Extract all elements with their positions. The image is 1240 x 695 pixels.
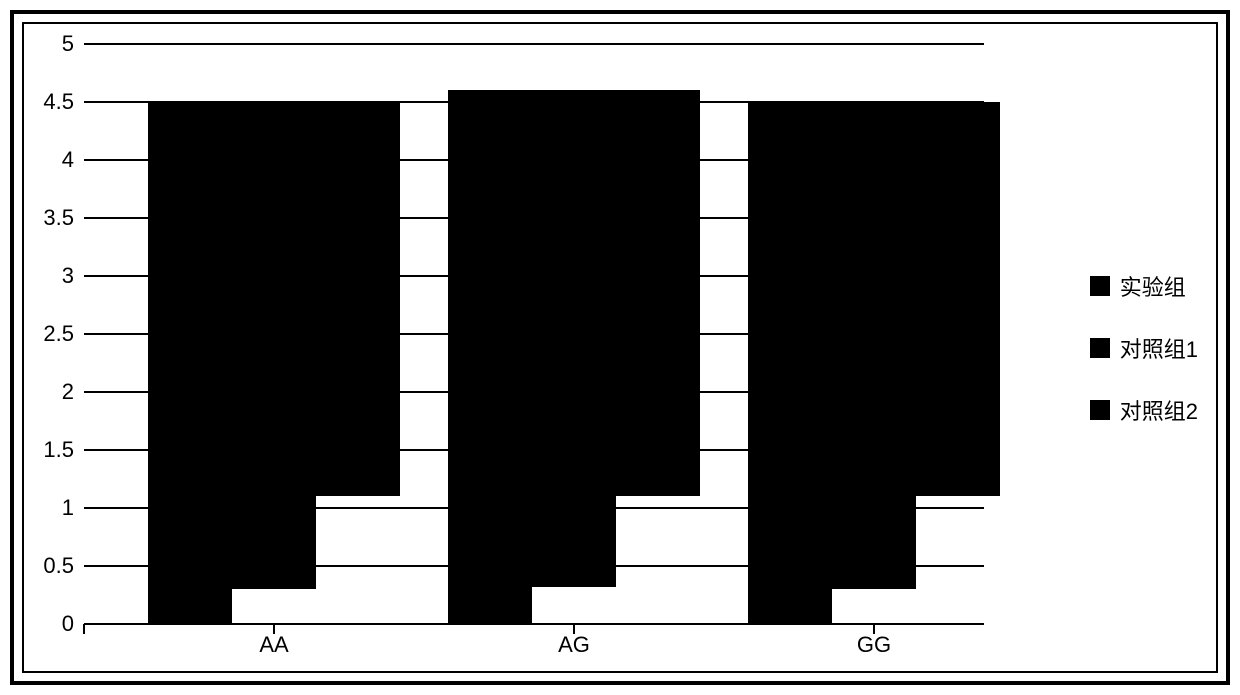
x-tick-label: AG bbox=[558, 632, 590, 658]
y-tick-label: 0.5 bbox=[43, 553, 74, 579]
legend-label: 实验组 bbox=[1120, 270, 1186, 302]
legend-item: 对照组2 bbox=[1090, 394, 1198, 426]
y-tick-label: 2 bbox=[62, 379, 74, 405]
legend: 实验组对照组1 对照组2 bbox=[1090, 270, 1198, 426]
chart-outer-frame: 00.511.522.533.544.55AAAGGG 实验组对照组1对照组2 bbox=[10, 10, 1230, 685]
legend-item: 对照组1 bbox=[1090, 332, 1198, 364]
x-tick-label: GG bbox=[857, 632, 891, 658]
bar-group bbox=[748, 102, 1000, 624]
x-tick-label: AA bbox=[259, 632, 288, 658]
bar bbox=[232, 102, 316, 589]
bar-group bbox=[448, 90, 700, 624]
y-tick-label: 0 bbox=[62, 611, 74, 637]
y-tick-label: 4.5 bbox=[43, 89, 74, 115]
legend-swatch bbox=[1090, 338, 1110, 358]
y-tick-label: 3.5 bbox=[43, 205, 74, 231]
legend-label: 对照组1 bbox=[1120, 332, 1198, 364]
x-tick-mark bbox=[83, 624, 85, 634]
bar bbox=[916, 102, 1000, 496]
y-tick-label: 1.5 bbox=[43, 437, 74, 463]
bar bbox=[748, 102, 832, 624]
legend-swatch bbox=[1090, 400, 1110, 420]
bar bbox=[316, 102, 400, 496]
bar bbox=[832, 102, 916, 589]
y-tick-label: 3 bbox=[62, 263, 74, 289]
legend-swatch bbox=[1090, 276, 1110, 296]
bar bbox=[448, 90, 532, 624]
y-tick-label: 5 bbox=[62, 31, 74, 57]
plot-area: 00.511.522.533.544.55AAAGGG bbox=[84, 44, 984, 624]
bar bbox=[616, 90, 700, 496]
bar bbox=[532, 90, 616, 586]
legend-label: 对照组2 bbox=[1120, 394, 1198, 426]
chart-inner-frame: 00.511.522.533.544.55AAAGGG 实验组对照组1对照组2 bbox=[22, 22, 1218, 673]
legend-item: 实验组 bbox=[1090, 270, 1198, 302]
gridline bbox=[84, 43, 984, 45]
y-tick-label: 1 bbox=[62, 495, 74, 521]
bar bbox=[148, 102, 232, 624]
y-tick-label: 2.5 bbox=[43, 321, 74, 347]
y-tick-label: 4 bbox=[62, 147, 74, 173]
bar-group bbox=[148, 102, 400, 624]
